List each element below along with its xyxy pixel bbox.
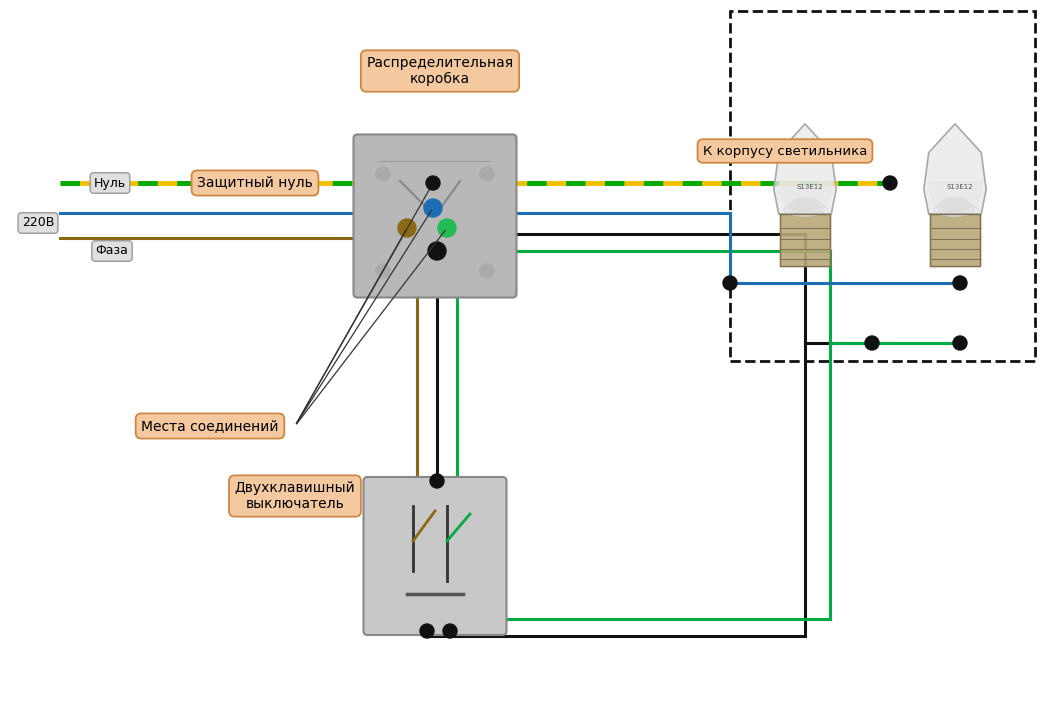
Circle shape (420, 624, 434, 638)
Text: Двухклавишный
выключатель: Двухклавишный выключатель (235, 481, 355, 511)
Circle shape (428, 242, 446, 260)
Circle shape (398, 219, 416, 237)
Circle shape (424, 199, 442, 217)
Polygon shape (781, 214, 830, 266)
Text: Нуль: Нуль (94, 177, 126, 189)
Circle shape (480, 264, 494, 278)
Text: Распределительная
коробка: Распределительная коробка (367, 56, 513, 86)
Circle shape (426, 176, 440, 190)
Bar (730, 11, 1035, 361)
Polygon shape (774, 124, 836, 214)
Text: Фаза: Фаза (95, 245, 129, 257)
Circle shape (376, 167, 390, 181)
Circle shape (443, 624, 457, 638)
Circle shape (883, 176, 897, 190)
Text: S13E12: S13E12 (947, 184, 973, 190)
Circle shape (723, 276, 737, 290)
Text: 220В: 220В (22, 217, 54, 229)
Circle shape (953, 336, 967, 350)
Circle shape (480, 167, 494, 181)
Polygon shape (924, 124, 986, 214)
Text: Места соединений: Места соединений (141, 419, 279, 433)
Circle shape (438, 219, 456, 237)
Circle shape (953, 276, 967, 290)
FancyBboxPatch shape (353, 135, 516, 297)
FancyBboxPatch shape (364, 477, 507, 635)
Polygon shape (930, 214, 979, 266)
Circle shape (865, 336, 879, 350)
Text: К корпусу светильника: К корпусу светильника (703, 144, 867, 158)
Circle shape (429, 474, 444, 488)
Text: Защитный нуль: Защитный нуль (198, 176, 312, 190)
Text: S13E12: S13E12 (796, 184, 823, 190)
Circle shape (376, 264, 390, 278)
